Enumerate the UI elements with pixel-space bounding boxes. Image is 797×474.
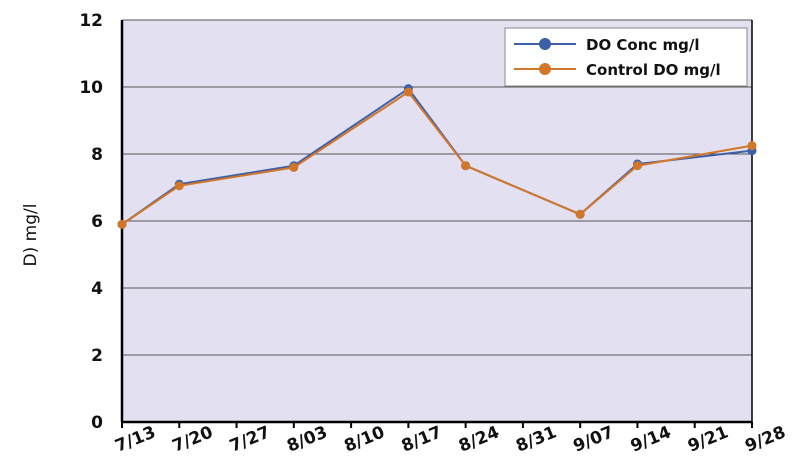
data-point	[575, 209, 585, 219]
x-tick-label: 7/20	[170, 422, 216, 456]
series-layer	[117, 84, 757, 229]
y-tick-label: 2	[91, 346, 103, 366]
x-tick-label: 9/14	[628, 422, 674, 456]
data-point	[632, 161, 642, 171]
series-line	[121, 87, 753, 226]
y-tick-label: 6	[91, 212, 103, 232]
legend: DO Conc mg/l Control DO mg/l	[504, 27, 748, 87]
x-tick-labels: 7/13 7/20 7/27 8/03 8/10 8/17 8/24 8/31 9/07 9/14…	[112, 422, 788, 456]
y-tick-labels: 0 2 4 6 8 10 12	[79, 11, 103, 433]
data-point	[117, 219, 127, 229]
x-tick-label: 8/10	[341, 422, 387, 456]
y-axis-label: D) mg/l	[21, 204, 41, 267]
legend-label: Control DO mg/l	[586, 61, 721, 79]
data-point	[747, 141, 757, 151]
legend-swatch-marker	[539, 63, 551, 75]
legend-box	[504, 27, 748, 87]
x-tick-label: 8/31	[513, 422, 559, 456]
data-point	[289, 162, 299, 172]
x-tick-label: 8/17	[399, 422, 445, 456]
data-point	[461, 161, 471, 171]
legend-swatch-marker	[539, 38, 551, 50]
x-tick-label: 7/13	[112, 422, 158, 456]
series-line	[121, 90, 753, 226]
legend-label: DO Conc mg/l	[586, 36, 700, 54]
axes	[120, 20, 753, 428]
x-tick-label: 7/27	[227, 422, 273, 456]
y-tick-label: 12	[79, 11, 103, 31]
y-tick-label: 10	[79, 78, 103, 98]
data-point	[403, 87, 413, 97]
y-tick-label: 0	[91, 413, 103, 433]
y-tick-label: 4	[91, 279, 103, 299]
x-tick-label: 9/21	[685, 422, 731, 456]
y-tick-label: 8	[91, 145, 103, 165]
data-point	[174, 181, 184, 191]
gridlines	[122, 19, 752, 356]
x-tick-label: 9/07	[571, 422, 617, 456]
x-tick-label: 8/24	[456, 422, 502, 456]
series-2	[117, 87, 757, 229]
x-tick-label: 8/03	[284, 422, 330, 456]
x-tick-label: 9/28	[742, 422, 788, 456]
